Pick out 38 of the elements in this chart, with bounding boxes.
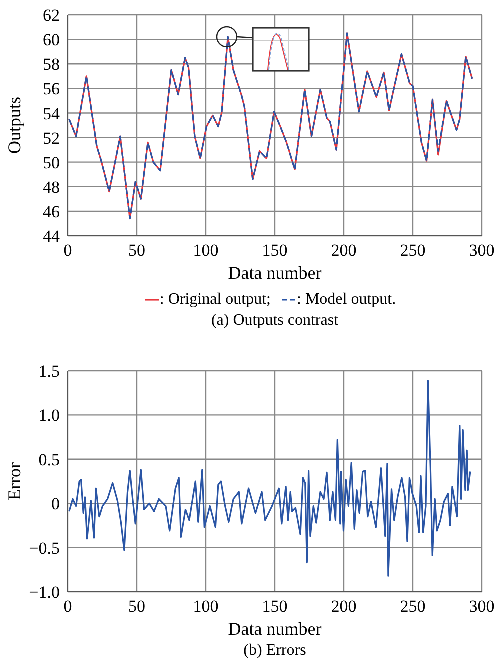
legend-label: : Model output. <box>297 291 396 308</box>
x-tick-label: 150 <box>262 597 288 616</box>
x-tick-label: 250 <box>400 597 426 616</box>
x-tick-label: 300 <box>469 597 495 616</box>
text: (a) Outputs contrast <box>210 311 340 331</box>
y-tick-label: 60 <box>43 30 60 50</box>
x-axis-title: Data number <box>227 262 323 284</box>
y-tick-label: 56 <box>43 80 60 99</box>
x-tick-label: 100 <box>193 597 219 616</box>
x-tick-label: 250 <box>400 241 426 260</box>
x-tick-label: 50 <box>128 597 146 616</box>
y-tick-label: 58 <box>43 55 60 74</box>
y-tick-label: 48 <box>43 178 60 197</box>
x-tick-label: 50 <box>128 241 146 260</box>
x-tick-label: 0 <box>64 241 72 260</box>
x-tick-label: 200 <box>331 241 357 260</box>
y-tick-label: 1.0 <box>38 406 60 426</box>
line-series <box>68 380 472 577</box>
x-tick-label: 100 <box>193 241 219 260</box>
x-tick-label: 200 <box>331 597 357 616</box>
y-tick-label: −0.5 <box>29 538 60 558</box>
y-axis-title: Error <box>4 462 24 500</box>
y-tick-label: 50 <box>43 153 60 172</box>
y-tick-label: 62 <box>43 6 60 26</box>
x-axis-title: Data number <box>227 618 323 640</box>
y-tick-label: 1.5 <box>38 362 60 382</box>
y-tick-label: −1.0 <box>29 583 60 602</box>
x-tick-label: 150 <box>262 241 288 260</box>
y-tick-label: 0.5 <box>38 450 60 470</box>
x-tick-label: 0 <box>64 597 72 616</box>
y-axis-title: Outputs <box>4 96 24 154</box>
y-tick-label: 52 <box>43 128 60 148</box>
x-tick-label: 300 <box>469 241 495 260</box>
legend-label: : Original output; <box>160 291 271 308</box>
y-tick-label: 46 <box>43 202 60 222</box>
y-tick-label: 44 <box>43 227 60 246</box>
y-tick-label: 0 <box>52 494 60 514</box>
y-tick-label: 54 <box>43 104 60 124</box>
